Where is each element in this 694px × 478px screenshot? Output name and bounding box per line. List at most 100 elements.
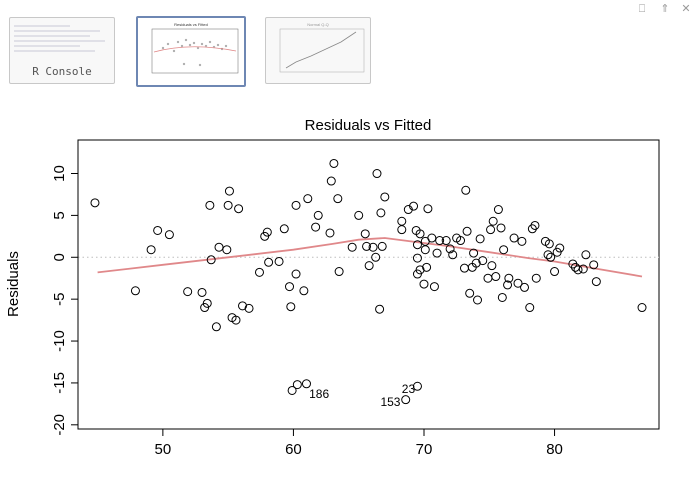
- data-point: [459, 263, 469, 273]
- data-point: [254, 267, 264, 277]
- data-point: [503, 280, 513, 290]
- data-point: [469, 248, 479, 258]
- data-point: [637, 303, 647, 313]
- tile-residuals-vs-fitted[interactable]: Residuals vs Fitted: [136, 16, 246, 87]
- data-point: [285, 282, 295, 292]
- data-point: [291, 200, 301, 210]
- data-point: [377, 241, 387, 251]
- data-point: [347, 242, 357, 252]
- data-point: [279, 224, 289, 234]
- data-point: [475, 234, 485, 244]
- data-point: [578, 264, 588, 274]
- plot-frame: [77, 139, 660, 430]
- qq-thumbnail: Normal Q-Q: [279, 22, 365, 73]
- y-tick-label: -15: [51, 372, 68, 394]
- data-point: [372, 169, 382, 179]
- console-preview: [14, 25, 105, 52]
- y-tick-label: -20: [51, 414, 68, 436]
- data-point: [412, 381, 422, 391]
- data-point: [397, 216, 407, 226]
- data-point: [214, 242, 224, 252]
- data-point: [497, 292, 507, 302]
- data-point: [531, 273, 541, 283]
- data-point: [423, 204, 433, 214]
- data-point: [362, 241, 372, 251]
- maximize-button[interactable]: ⇑: [660, 3, 670, 15]
- data-point: [299, 286, 309, 296]
- data-point: [589, 260, 599, 270]
- data-point: [513, 278, 523, 288]
- data-point: [462, 226, 472, 236]
- data-point: [415, 229, 425, 239]
- data-point: [286, 302, 296, 312]
- data-point: [311, 222, 321, 232]
- data-point: [360, 229, 370, 239]
- data-point: [205, 200, 215, 210]
- data-point: [206, 255, 216, 265]
- data-point: [486, 225, 496, 235]
- data-point: [543, 250, 553, 260]
- data-point: [287, 385, 297, 395]
- data-point: [401, 395, 411, 405]
- residuals-thumbnail: Residuals vs Fitted: [151, 22, 239, 74]
- data-point: [427, 233, 437, 243]
- data-point: [483, 273, 493, 283]
- data-point: [471, 258, 481, 268]
- thumb-title: Normal Q-Q: [307, 22, 329, 27]
- data-point: [313, 210, 323, 220]
- data-point: [329, 158, 339, 168]
- data-point: [380, 192, 390, 202]
- x-tick-label: 60: [285, 441, 302, 458]
- y-tick-label: 5: [51, 211, 68, 219]
- data-point: [420, 245, 430, 255]
- data-point: [262, 227, 272, 237]
- data-point: [202, 298, 212, 308]
- data-point: [412, 253, 422, 263]
- data-point: [197, 287, 207, 297]
- data-point: [368, 242, 378, 252]
- data-point: [456, 236, 466, 246]
- data-point: [573, 265, 583, 275]
- data-point: [238, 301, 248, 311]
- minimize-button[interactable]: ⎕: [638, 3, 646, 15]
- data-point: [412, 240, 422, 250]
- data-point: [473, 295, 483, 305]
- chart-title: Residuals vs Fitted: [305, 117, 432, 134]
- data-point: [291, 269, 301, 279]
- data-point: [581, 250, 591, 260]
- data-point: [441, 236, 451, 246]
- data-point: [496, 223, 506, 233]
- thumb-title: Residuals vs Fitted: [174, 22, 208, 27]
- data-point: [224, 186, 234, 196]
- data-point: [509, 233, 519, 243]
- data-point: [334, 267, 344, 277]
- data-point: [364, 261, 374, 271]
- data-point: [429, 282, 439, 292]
- data-point: [478, 256, 488, 266]
- data-point: [517, 236, 527, 246]
- data-point: [435, 236, 445, 246]
- outlier-label: 23: [402, 382, 416, 396]
- data-point: [153, 225, 163, 235]
- tile-normal-qq[interactable]: Normal Q-Q: [265, 17, 371, 84]
- x-tick-label: 80: [546, 441, 563, 458]
- data-point: [325, 228, 335, 238]
- data-point: [234, 204, 244, 214]
- data-point: [222, 245, 232, 255]
- y-tick-label: -5: [51, 292, 68, 305]
- data-point: [403, 205, 413, 215]
- data-point: [591, 277, 601, 287]
- data-point: [488, 216, 498, 226]
- tile-r-console[interactable]: R Console: [9, 17, 115, 84]
- data-point: [409, 201, 419, 211]
- outlier-label: 153: [380, 395, 400, 409]
- data-point: [491, 272, 501, 282]
- data-point: [90, 198, 100, 208]
- y-tick-label: -10: [51, 330, 68, 352]
- close-button[interactable]: ✕: [681, 3, 691, 15]
- data-point: [493, 205, 503, 215]
- data-point: [448, 250, 458, 260]
- data-point: [274, 256, 284, 266]
- data-point: [244, 303, 254, 313]
- data-point: [546, 252, 556, 262]
